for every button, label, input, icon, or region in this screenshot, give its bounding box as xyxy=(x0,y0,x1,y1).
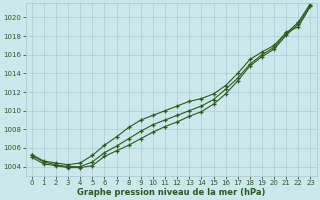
X-axis label: Graphe pression niveau de la mer (hPa): Graphe pression niveau de la mer (hPa) xyxy=(77,188,265,197)
